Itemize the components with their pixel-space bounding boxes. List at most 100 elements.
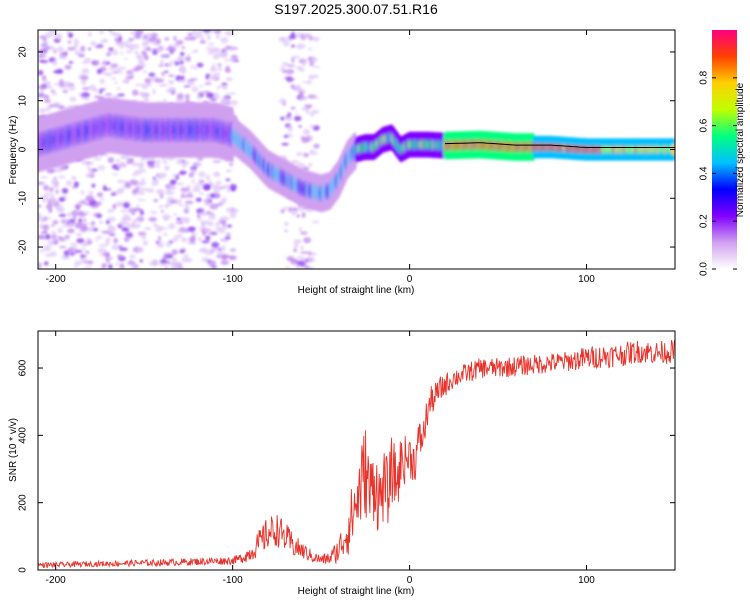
spectrogram-noise-cell — [309, 124, 315, 128]
spectrogram-noise-cell — [181, 46, 185, 50]
spectrogram-noise-cell — [286, 64, 296, 67]
spectrogram-noise-cell — [186, 80, 195, 87]
spectrogram-noise-cell — [74, 49, 81, 56]
spectrogram-noise-cell — [94, 96, 104, 99]
spectrogram-noise-cell — [142, 240, 148, 246]
spectrogram-noise-cell — [39, 176, 49, 179]
spectrogram-noise-cell — [311, 252, 317, 256]
spectrogram-noise-cell — [106, 256, 111, 263]
spectrogram-noise-cell — [119, 220, 129, 226]
spectrogram-noise-cell — [230, 92, 236, 95]
spectrogram-noise-cell — [40, 249, 44, 253]
spectrogram-noise-cell — [68, 33, 74, 39]
colorbar-gradient — [712, 30, 737, 269]
spectrogram-noise-cell — [105, 219, 110, 225]
spectrogram-noise-cell — [183, 85, 191, 88]
spectrogram-noise-cell — [137, 191, 146, 195]
spectrogram-noise-cell — [157, 235, 162, 241]
spectrogram-noise-cell — [88, 31, 92, 37]
spectrogram-noise-cell — [116, 254, 123, 259]
spectrogram-noise-cell — [98, 89, 103, 94]
spectrogram-noise-cell — [120, 209, 129, 213]
spectrogram-noise-cell — [281, 142, 289, 146]
spectrogram-noise-cell — [68, 221, 74, 226]
spectrogram-noise-cell — [307, 162, 313, 167]
spectrogram-noise-cell — [135, 204, 140, 209]
spectrogram-noise-cell — [65, 180, 73, 187]
spectrogram-noise-cell — [173, 213, 177, 216]
spectrogram-noise-cell — [194, 66, 198, 70]
spectrogram-noise-cell — [110, 63, 119, 68]
spectrogram-noise-cell — [197, 214, 201, 218]
spectrogram-noise-cell — [298, 205, 305, 212]
snr-plot-area — [38, 331, 675, 570]
spectrogram-noise-cell — [312, 96, 320, 100]
spectrogram-noise-cell — [86, 260, 94, 265]
spectrogram-noise-cell — [81, 68, 90, 75]
spectrogram-noise-cell — [218, 248, 222, 251]
spectrogram-noise-cell — [84, 198, 93, 202]
spectrogram-noise-cell — [139, 259, 143, 263]
spectrogram-noise-cell — [105, 240, 110, 246]
spectrogram-noise-cell — [203, 90, 211, 94]
spectrogram-noise-cell — [57, 46, 64, 53]
spectrogram-noise-cell — [293, 247, 298, 253]
spectrogram-noise-cell — [57, 175, 66, 179]
spectrogram-noise-cell — [155, 38, 161, 45]
spectrogram-noise-cell — [300, 231, 308, 235]
spectrogram-noise-cell — [96, 192, 104, 198]
spectrogram-noise-cell — [52, 49, 58, 54]
spectrogram-noise-cell — [177, 230, 185, 233]
spectrogram-noise-cell — [102, 38, 107, 43]
spectrogram-noise-cell — [38, 205, 42, 208]
spectrogram-noise-cell — [58, 104, 65, 110]
spectrogram-noise-cell — [221, 82, 228, 86]
colorbar-label: Normalized spectral amplitude — [735, 82, 746, 217]
spectrogram-noise-cell — [119, 45, 125, 49]
spectrogram-noise-cell — [148, 37, 157, 43]
spectrogram-noise-cell — [45, 106, 51, 112]
spectrogram-noise-cell — [140, 157, 147, 162]
spectrogram-noise-cell — [71, 210, 80, 217]
spectrogram-noise-cell — [201, 247, 207, 253]
snr-x-tick-label: -100 — [223, 575, 243, 586]
spectrogram-noise-cell — [111, 244, 119, 251]
spectrogram-noise-cell — [144, 55, 149, 61]
spectrogram-x-tick-label: -100 — [223, 274, 243, 285]
spectrogram-noise-cell — [146, 188, 155, 193]
spectrogram-noise-cell — [220, 185, 229, 189]
spectrogram-noise-cell — [38, 95, 45, 99]
spectrogram-noise-cell — [288, 206, 292, 213]
spectrogram-noise-cell — [65, 30, 72, 33]
spectrogram-noise-cell — [225, 92, 233, 95]
spectrogram-noise-cell — [76, 238, 85, 244]
spectrogram-noise-cell — [123, 40, 132, 44]
spectrogram-noise-cell — [214, 94, 220, 100]
spectrogram-noise-cell — [285, 114, 290, 119]
spectrogram-noise-cell — [223, 50, 228, 56]
spectrogram-noise-cell — [176, 217, 181, 221]
spectrogram-noise-cell — [119, 71, 123, 75]
spectrogram-noise-cell — [117, 66, 127, 70]
spectrogram-noise-cell — [94, 157, 102, 161]
spectrogram-noise-cell — [38, 84, 45, 90]
spectrogram-noise-cell — [88, 84, 97, 91]
spectrogram-y-tick-label: 20 — [18, 46, 29, 58]
spectrogram-noise-cell — [196, 62, 204, 68]
spectrogram-noise-cell — [180, 193, 186, 199]
spectrogram-noise-cell — [111, 71, 120, 74]
spectrogram-noise-cell — [190, 65, 195, 69]
spectrogram-noise-cell — [67, 40, 72, 44]
spectrogram-noise-cell — [180, 65, 186, 71]
spectrogram-noise-cell — [208, 180, 213, 185]
spectrogram-noise-cell — [176, 158, 183, 165]
spectrogram-noise-cell — [278, 36, 288, 42]
spectrogram-noise-cell — [208, 214, 216, 220]
spectrogram-noise-cell — [303, 33, 312, 39]
spectrogram-noise-cell — [68, 60, 74, 64]
spectrogram-noise-cell — [50, 234, 55, 239]
spectrogram-noise-cell — [73, 181, 79, 188]
spectrogram-noise-cell — [158, 204, 163, 209]
spectrogram-noise-cell — [88, 47, 92, 51]
